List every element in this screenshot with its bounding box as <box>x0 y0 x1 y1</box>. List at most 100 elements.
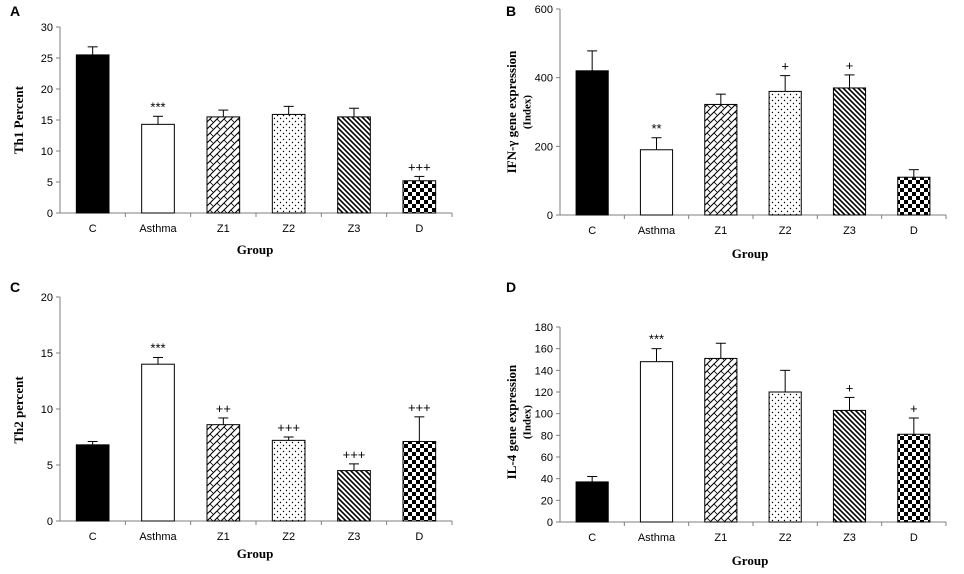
significance-label: ++ <box>216 401 231 416</box>
y-tick-label: 5 <box>47 177 53 189</box>
panel-letter: B <box>506 3 516 19</box>
category-label: D <box>415 531 423 543</box>
y-tick-label: 140 <box>535 365 553 377</box>
category-label: Z2 <box>282 531 295 543</box>
x-axis-label: Group <box>237 242 274 257</box>
bar-d <box>402 440 437 522</box>
y-tick-label: 10 <box>41 404 53 416</box>
y-tick-label: 0 <box>47 516 53 528</box>
bar-z3 <box>337 470 371 522</box>
bar-z2 <box>768 391 802 523</box>
y-tick-label: 200 <box>535 141 553 153</box>
category-label: C <box>89 531 97 543</box>
bar-z1 <box>704 103 738 216</box>
x-axis-label: Group <box>732 553 769 568</box>
y-tick-label: 180 <box>535 322 553 334</box>
category-label: C <box>588 532 596 544</box>
significance-label: + <box>846 380 854 395</box>
category-label: Z1 <box>714 532 727 544</box>
category-label: Z2 <box>779 532 792 544</box>
y-axis-sublabel: (Index) <box>522 95 534 130</box>
bar-z1 <box>206 116 241 214</box>
y-tick-label: 5 <box>47 460 53 472</box>
y-axis-label: Th1 Percent <box>11 85 26 154</box>
bar-c <box>575 481 609 523</box>
bar-c <box>575 70 609 216</box>
y-tick-label: 0 <box>547 517 553 529</box>
significance-label: *** <box>150 99 165 114</box>
category-label: Z1 <box>217 531 230 543</box>
x-axis-label: Group <box>237 546 274 561</box>
y-tick-label: 20 <box>41 292 53 304</box>
bar-z1 <box>206 424 241 522</box>
bar-asthma <box>141 123 175 214</box>
significance-label: + <box>781 59 789 74</box>
significance-label: + <box>910 401 918 416</box>
y-tick-label: 120 <box>535 387 553 399</box>
category-label: Asthma <box>638 225 676 237</box>
significance-label: +++ <box>408 400 431 415</box>
y-axis-sublabel: (Index) <box>522 405 534 440</box>
significance-label: +++ <box>277 420 300 435</box>
category-label: Asthma <box>638 532 676 544</box>
bar-z3 <box>832 409 867 523</box>
y-tick-label: 20 <box>41 84 53 96</box>
category-label: Z3 <box>348 223 361 235</box>
bar-c <box>75 444 110 522</box>
category-label: Z3 <box>348 531 361 543</box>
bar-d <box>897 433 931 523</box>
y-tick-label: 60 <box>541 452 553 464</box>
category-label: D <box>415 223 423 235</box>
bar-z1 <box>704 357 738 523</box>
category-label: Z1 <box>217 223 230 235</box>
y-tick-label: 400 <box>535 73 553 85</box>
bar-c <box>75 54 110 214</box>
y-tick-label: 80 <box>541 430 553 442</box>
bar-d <box>402 180 437 214</box>
y-tick-label: 25 <box>41 53 53 65</box>
y-tick-label: 0 <box>47 208 53 220</box>
y-tick-label: 15 <box>41 115 53 127</box>
category-label: Z2 <box>282 223 295 235</box>
bar-d <box>897 176 931 216</box>
y-axis-label: Th2 percent <box>11 376 26 444</box>
bar-z2 <box>271 439 306 522</box>
chart-panel-a: A 0 5 10 15 20 25 30 C *** Asthma Z1 Z2 Z3 +++ D Group Th… <box>10 3 453 257</box>
category-label: Z2 <box>779 225 792 237</box>
y-axis-label: IFN-γ gene expression <box>504 50 519 174</box>
category-label: Z1 <box>714 225 727 237</box>
category-label: D <box>910 532 918 544</box>
category-label: D <box>910 225 918 237</box>
category-label: C <box>588 225 596 237</box>
category-label: Z3 <box>843 225 856 237</box>
category-label: Asthma <box>139 223 177 235</box>
bar-z3 <box>832 87 867 216</box>
chart-panel-d: D 0 20 40 60 80 100 120 140 160 180 C *** Asthma Z1 Z2 +… <box>504 279 947 568</box>
bar-asthma <box>141 363 175 522</box>
x-axis-label: Group <box>732 246 769 261</box>
bar-asthma <box>639 149 674 216</box>
chart-panel-b: B 0 200 400 600 C ** Asthma Z1 + Z2 + Z3 D Group IFN-γ … <box>504 3 947 261</box>
bar-z3 <box>337 116 371 214</box>
panel-letter: C <box>10 279 20 295</box>
y-tick-label: 40 <box>541 474 553 486</box>
y-axis-label: IL-4 gene expression <box>504 364 519 479</box>
significance-label: *** <box>150 340 165 355</box>
y-tick-label: 0 <box>547 210 553 222</box>
significance-label: + <box>846 58 854 73</box>
panel-letter: A <box>10 3 20 19</box>
y-tick-label: 160 <box>535 344 553 356</box>
bar-asthma <box>639 361 674 523</box>
y-tick-label: 600 <box>535 4 553 16</box>
y-tick-label: 100 <box>535 409 553 421</box>
category-label: Asthma <box>139 531 177 543</box>
bar-z2 <box>271 113 306 214</box>
significance-label: +++ <box>343 447 366 462</box>
y-tick-label: 10 <box>41 146 53 158</box>
significance-label: *** <box>649 332 664 347</box>
chart-panel-c: C 0 5 10 15 20 C *** Asthma ++ Z1 +++ Z2 +++ Z3 +++ D Gro… <box>10 279 453 561</box>
category-label: Z3 <box>843 532 856 544</box>
category-label: C <box>89 223 97 235</box>
y-tick-label: 20 <box>541 495 553 507</box>
